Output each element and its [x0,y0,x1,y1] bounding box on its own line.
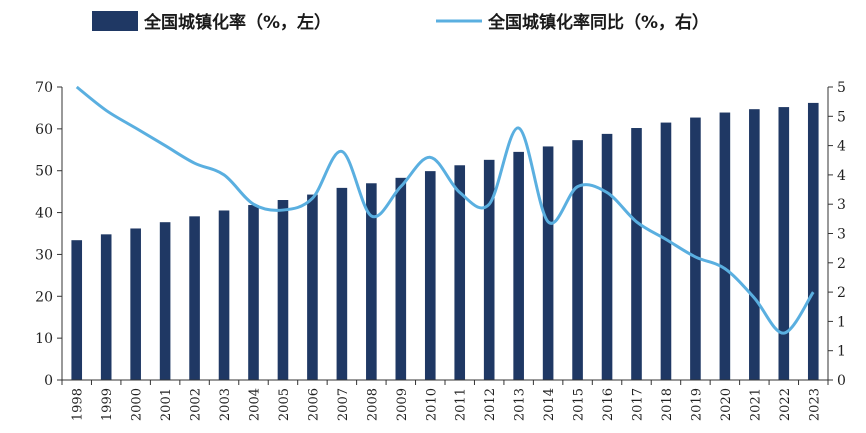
x-tick-label: 2006 [306,388,321,421]
left-tick-label: 10 [35,331,53,347]
right-tick-label: 0 [837,373,846,389]
left-tick-label: 20 [35,289,53,305]
left-tick-label: 30 [35,247,53,263]
x-tick-label: 2010 [424,388,439,421]
line-series [75,85,815,335]
legend-bar-swatch [92,11,138,31]
x-tick-label: 2001 [159,388,174,421]
bar [277,200,289,380]
x-tick-label: 2021 [748,388,763,421]
bar [601,133,613,380]
x-axis: 1998 1999 2000 2001 2002 2003 2004 2005 2006 2007… [61,379,829,421]
x-tick-label: 2020 [719,388,734,421]
x-tick-label: 2009 [395,388,410,421]
left-axis: 0 10 20 30 40 50 60 70 [35,80,63,389]
bar [572,140,583,380]
bar [366,183,377,380]
x-tick-label: 2022 [778,388,793,421]
bar [71,240,83,380]
right-tick-label: 2 [837,256,846,272]
bar [189,216,200,380]
x-tick-label: 2011 [454,388,469,421]
bar [542,146,554,380]
x-tick-label: 2004 [248,388,263,421]
left-tick-label: 0 [44,373,53,389]
x-tick-label: 2005 [277,388,292,421]
left-tick-label: 50 [35,164,53,180]
bar [395,177,407,380]
bar [778,107,790,380]
bar [218,210,230,380]
right-tick-label: 4 [837,139,846,155]
x-tick-label: 2007 [336,388,351,421]
bar [307,194,318,380]
bar [454,165,466,380]
x-tick-label: 1999 [100,388,115,421]
bar [159,222,171,380]
bar [248,205,259,380]
bar [513,151,524,380]
bar [424,171,436,380]
bar [749,109,760,380]
x-tick-label: 2016 [601,388,616,421]
bar [100,234,112,380]
right-tick-label: 2 [837,285,846,301]
bar [660,122,672,380]
left-tick-label: 40 [35,206,53,222]
right-tick-label: 3 [837,227,846,243]
legend: 全国城镇化率（%，左） 全国城镇化率同比（%，右） [92,11,709,33]
right-tick-label: 3 [837,197,846,213]
x-tick-label: 2012 [483,388,498,421]
x-tick-label: 2017 [631,388,646,421]
x-tick-label: 2015 [572,388,587,421]
x-tick-label: 2014 [542,388,557,421]
legend-bar-label: 全国城镇化率（%，左） [143,12,331,33]
left-tick-label: 70 [35,80,53,96]
bar [690,117,701,380]
bar [483,159,495,380]
right-tick-label: 1 [837,314,846,330]
right-axis: 0 1 1 2 2 3 3 4 4 5 5 [827,80,846,389]
x-tick-label: 2008 [365,388,380,421]
x-tick-label: 2023 [807,388,822,421]
right-tick-label: 1 [837,344,846,360]
bar [631,128,642,380]
bar [336,187,348,380]
bar [719,112,731,380]
x-tick-label: 1998 [71,388,86,421]
x-tick-label: 2018 [660,388,675,421]
right-tick-label: 4 [837,168,846,184]
bar-series [71,102,819,381]
legend-line-label: 全国城镇化率同比（%，右） [487,12,709,33]
bar [130,228,141,380]
left-tick-label: 60 [35,122,53,138]
yoy-line [75,85,815,335]
right-tick-label: 5 [837,80,846,96]
x-tick-label: 2019 [689,388,704,421]
right-tick-label: 5 [837,109,846,125]
x-tick-label: 2003 [218,388,233,421]
x-tick-label: 2000 [130,388,145,421]
x-tick-label: 2013 [513,388,528,421]
x-tick-label: 2002 [189,388,204,421]
bar [807,102,819,381]
